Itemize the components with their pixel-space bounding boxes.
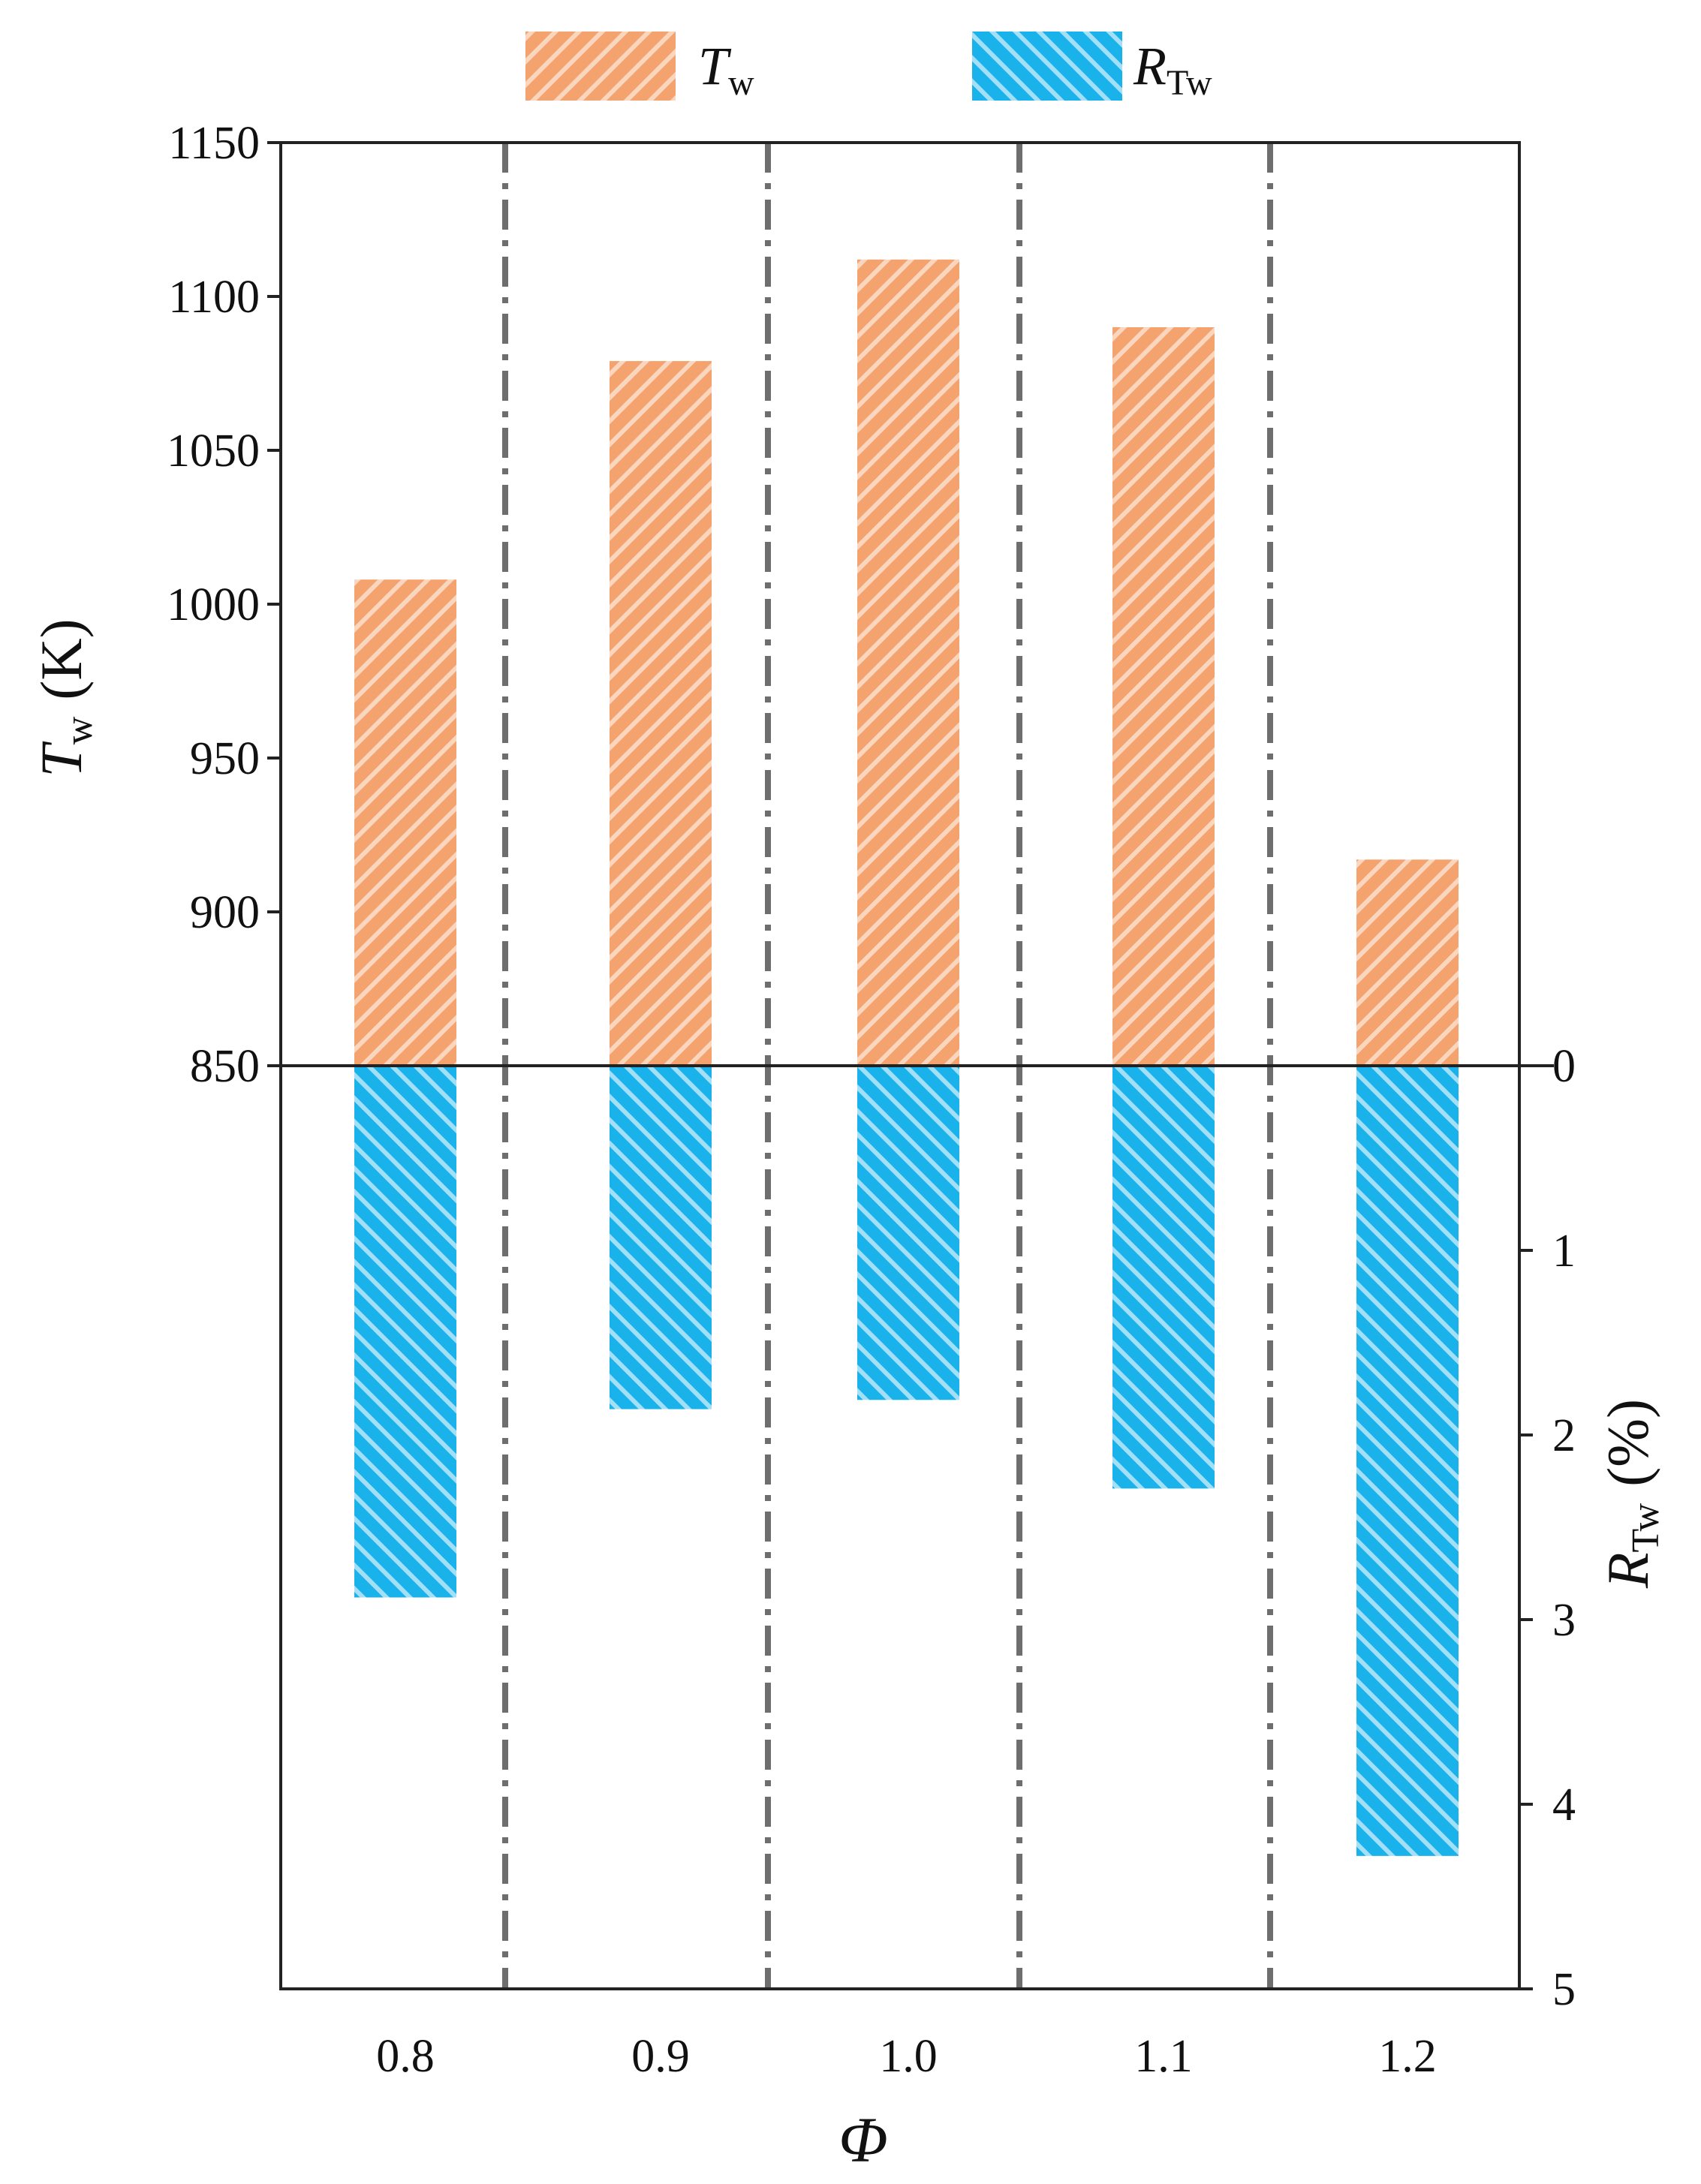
left-axis-title: Tw(K) bbox=[29, 618, 101, 777]
legend-item-tw: Tw bbox=[525, 32, 754, 103]
bar-rtw-0.9 bbox=[610, 1066, 712, 1409]
left-tick-label: 950 bbox=[190, 733, 260, 784]
legend: Tw RTw bbox=[525, 32, 1212, 103]
x-tick-label: 0.8 bbox=[376, 2031, 435, 2082]
left-tick-label: 1050 bbox=[167, 426, 260, 477]
left-tick-label: 1150 bbox=[168, 118, 260, 169]
x-tick-label: 0.9 bbox=[631, 2031, 690, 2082]
x-tick-label: 1.0 bbox=[879, 2031, 938, 2082]
bar-rtw-0.8 bbox=[354, 1066, 456, 1598]
left-tick-label: 1000 bbox=[167, 579, 260, 630]
bars-rtw bbox=[354, 1066, 1459, 1856]
right-tick-label: 5 bbox=[1552, 1964, 1576, 2015]
left-tick-label: 850 bbox=[190, 1041, 260, 1092]
legend-item-rtw: RTw bbox=[972, 32, 1212, 103]
right-axis-title: RTw(%) bbox=[1595, 1399, 1667, 1589]
legend-label-tw: Tw bbox=[698, 36, 754, 103]
bar-rtw-1.0 bbox=[857, 1066, 959, 1400]
right-tick-label: 3 bbox=[1552, 1595, 1576, 1646]
bar-rtw-1.1 bbox=[1112, 1066, 1215, 1489]
legend-swatch-rtw bbox=[972, 32, 1122, 101]
bar-rtw-1.2 bbox=[1356, 1066, 1459, 1856]
x-axis-title: Φ bbox=[838, 2104, 887, 2176]
bars-tw bbox=[354, 259, 1459, 1066]
bar-tw-1.2 bbox=[1356, 859, 1459, 1066]
right-tick-label: 1 bbox=[1552, 1226, 1576, 1277]
legend-label-rtw: RTw bbox=[1133, 36, 1212, 103]
x-tick-label: 1.1 bbox=[1134, 2031, 1193, 2082]
right-tick-label: 0 bbox=[1552, 1041, 1576, 1092]
x-axis: 0.8 0.9 1.0 1.1 1.2 bbox=[376, 2031, 1437, 2082]
bar-tw-1.0 bbox=[857, 259, 959, 1066]
bar-tw-1.1 bbox=[1112, 327, 1215, 1066]
x-tick-label: 1.2 bbox=[1378, 2031, 1437, 2082]
bar-tw-0.8 bbox=[354, 579, 456, 1066]
right-axis: 0 1 2 3 4 5 bbox=[1519, 1041, 1576, 2015]
bar-tw-0.9 bbox=[610, 361, 712, 1066]
legend-swatch-tw bbox=[525, 32, 676, 101]
left-tick-label: 900 bbox=[190, 887, 260, 938]
left-tick-label: 1100 bbox=[168, 272, 260, 323]
right-tick-label: 2 bbox=[1552, 1410, 1576, 1461]
right-tick-label: 4 bbox=[1552, 1779, 1576, 1831]
left-axis: 850 900 950 1000 1050 1100 1150 bbox=[167, 118, 281, 1092]
